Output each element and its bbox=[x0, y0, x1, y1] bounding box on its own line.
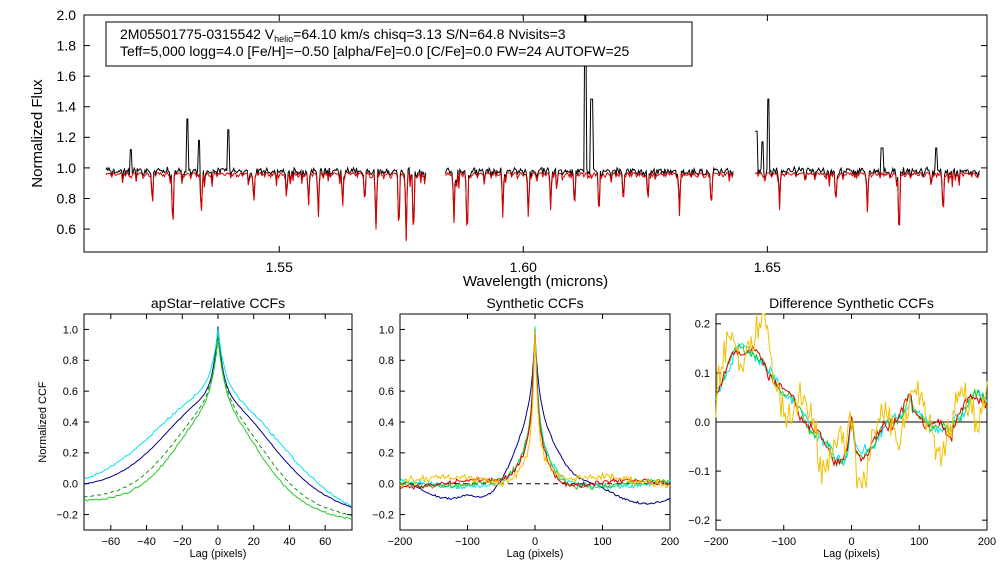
info-box: 2M05501775-0315542 Vhelio=64.10 km/s chi… bbox=[105, 21, 693, 67]
synthetic_ccf-xtick-label: 200 bbox=[661, 536, 679, 548]
info-line-1: 2M05501775-0315542 Vhelio=64.10 km/s chi… bbox=[120, 26, 566, 44]
apstar-ccf-combined bbox=[83, 326, 353, 508]
diff-ccf-visit-1 bbox=[715, 342, 988, 467]
apstar-ccf-visit-2 bbox=[83, 338, 353, 520]
apstar_ccf-ytick-label: 0.2 bbox=[63, 448, 78, 460]
apstar_ccf-xtick-label: −60 bbox=[101, 536, 120, 548]
spectrum-observed-chip-1 bbox=[105, 118, 427, 240]
spectrum-ytick-label: 1.8 bbox=[57, 37, 77, 53]
spectrum-xtick-label: 1.60 bbox=[510, 259, 537, 275]
apstar_ccf-title: apStar−relative CCFs bbox=[151, 295, 285, 311]
spectrum-model-chip-1 bbox=[105, 171, 427, 242]
spectrum-ytick-label: 1.2 bbox=[57, 129, 77, 145]
diff_ccf-ytick-label: 0.2 bbox=[695, 319, 710, 331]
synthetic_ccf-title: Synthetic CCFs bbox=[486, 295, 583, 311]
diff-ccf-visit-3 bbox=[715, 344, 988, 467]
synthetic_ccf-xtick-label: 100 bbox=[593, 536, 611, 548]
apstar_ccf-ylabel: Normalized CCF bbox=[37, 381, 49, 463]
synthetic_ccf-ytick-label: 0.4 bbox=[379, 417, 394, 429]
synthetic_ccf-xtick-label: 0 bbox=[532, 536, 538, 548]
apstar_ccf-ytick-label: −0.2 bbox=[56, 509, 78, 521]
synthetic-ccf-visit-1 bbox=[399, 326, 671, 490]
apstar_ccf-ytick-label: 0.4 bbox=[63, 417, 78, 429]
diff_ccf-ytick-label: 0.1 bbox=[695, 368, 710, 380]
spectrum-xtick-label: 1.55 bbox=[266, 259, 293, 275]
apstar_ccf-frame bbox=[83, 313, 353, 531]
apstar-ccf-visit-3 bbox=[83, 335, 353, 517]
synthetic_ccf-ytick-label: 0.2 bbox=[379, 448, 394, 460]
diff_ccf-ytick-label: 0.0 bbox=[695, 417, 710, 429]
diff-ccf-visit-2 bbox=[715, 342, 988, 467]
apstar_ccf-xtick-label: −40 bbox=[137, 536, 156, 548]
spectrum-model-chip-2 bbox=[445, 170, 734, 227]
spectrum-ytick-label: 0.8 bbox=[57, 190, 77, 206]
info-line-2: Teff=5,000 logg=4.0 [Fe/H]=−0.50 [alpha/… bbox=[120, 43, 629, 59]
diff_ccf-xlabel: Lag (pixels) bbox=[823, 548, 880, 560]
apstar_ccf-ytick-label: 0.6 bbox=[63, 386, 78, 398]
diff_ccf-xtick-label: 0 bbox=[848, 536, 854, 548]
synthetic-ccf-visit-4 bbox=[399, 331, 671, 489]
diff-ccf-visit-4 bbox=[715, 313, 988, 489]
synthetic_ccf-xlabel: Lag (pixels) bbox=[507, 548, 564, 560]
apstar_ccf-xtick-label: −20 bbox=[173, 536, 192, 548]
spectrum-ytick-label: 2.0 bbox=[57, 7, 77, 23]
apstar_ccf-xtick-label: 40 bbox=[283, 536, 295, 548]
synthetic-ccf-visit-3 bbox=[399, 332, 671, 490]
diff_ccf-xtick-label: 100 bbox=[910, 536, 928, 548]
apstar_ccf-xtick-label: 60 bbox=[319, 536, 331, 548]
diff_ccf-xtick-label: 200 bbox=[978, 536, 996, 548]
spectrum-ytick-label: 1.0 bbox=[57, 160, 77, 176]
apstar_ccf-ytick-label: 0.8 bbox=[63, 355, 78, 367]
spectrum-ytick-label: 0.6 bbox=[57, 221, 77, 237]
apstar-ccf-visit-1 bbox=[83, 328, 353, 507]
apstar_ccf-xlabel: Lag (pixels) bbox=[190, 548, 247, 560]
apstar_ccf-ytick-label: 1.0 bbox=[63, 324, 78, 336]
diff_ccf-ytick-label: −0.1 bbox=[688, 466, 710, 478]
spectrum-frame bbox=[83, 14, 988, 253]
spectrum-ytick-label: 1.4 bbox=[57, 99, 77, 115]
apstar_ccf-xtick-label: 0 bbox=[215, 536, 221, 548]
synthetic_ccf-xtick-label: −200 bbox=[388, 536, 413, 548]
diff_ccf-title: Difference Synthetic CCFs bbox=[769, 295, 934, 311]
synthetic_ccf-ytick-label: 0.6 bbox=[379, 386, 394, 398]
spectrum-xlabel: Wavelength (microns) bbox=[463, 273, 608, 290]
synthetic_ccf-ytick-label: 0.8 bbox=[379, 355, 394, 367]
diff_ccf-ytick-label: −0.2 bbox=[688, 515, 710, 527]
synthetic_ccf-xtick-label: −100 bbox=[455, 536, 480, 548]
spectrum-xtick-label: 1.65 bbox=[754, 259, 781, 275]
diff_ccf-xtick-label: −200 bbox=[704, 536, 729, 548]
spectrum-ytick-label: 1.6 bbox=[57, 68, 77, 84]
apstar_ccf-xtick-label: 20 bbox=[248, 536, 260, 548]
diff_ccf-xtick-label: −100 bbox=[771, 536, 796, 548]
spectrum-ylabel: Normalized Flux bbox=[29, 79, 46, 188]
synthetic_ccf-ytick-label: −0.2 bbox=[372, 509, 394, 521]
synthetic_ccf-ytick-label: 0.0 bbox=[379, 479, 394, 491]
synthetic_ccf-ytick-label: 1.0 bbox=[379, 324, 394, 336]
spectrum-model-chip-3 bbox=[754, 170, 981, 226]
synthetic-ccf-visit-2 bbox=[399, 328, 671, 491]
apstar_ccf-ytick-label: 0.0 bbox=[63, 479, 78, 491]
